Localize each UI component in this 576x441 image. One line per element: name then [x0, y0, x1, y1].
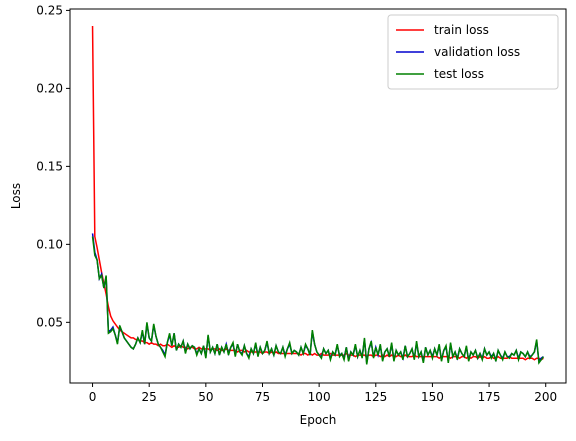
series-line: [91, 233, 544, 364]
x-tick-label: 75: [255, 390, 270, 404]
x-axis-label: Epoch: [300, 413, 337, 427]
legend-box: [387, 14, 559, 90]
x-tick-label: 25: [142, 390, 157, 404]
legend-label: train loss: [434, 23, 489, 37]
y-tick-label: 0.25: [36, 3, 63, 17]
y-tick-label: 0.20: [36, 81, 63, 95]
y-tick-label: 0.10: [36, 237, 63, 251]
y-axis-label: Loss: [9, 183, 23, 209]
y-tick-label: 0.05: [36, 315, 63, 329]
x-tick-label: 0: [89, 390, 97, 404]
legend-label: test loss: [434, 67, 484, 81]
plot-frame: [69, 8, 567, 384]
x-tick-label: 200: [534, 390, 557, 404]
x-tick-label: 175: [478, 390, 501, 404]
series-line: [91, 236, 545, 365]
x-tick-label: 100: [308, 390, 331, 404]
x-tick-label: 125: [364, 390, 387, 404]
legend-label: validation loss: [434, 45, 520, 59]
x-tick-label: 50: [198, 390, 213, 404]
x-tick-label: 150: [421, 390, 444, 404]
y-tick-label: 0.15: [36, 159, 63, 173]
